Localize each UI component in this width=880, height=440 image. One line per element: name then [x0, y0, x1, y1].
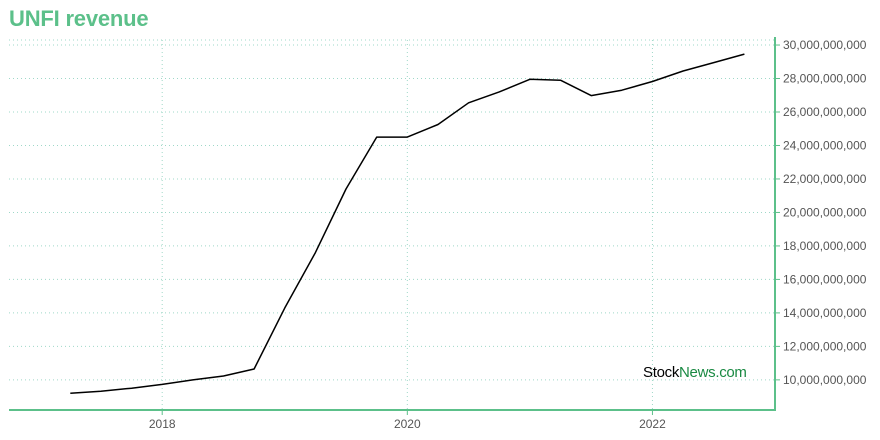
- y-tick-labels: 10,000,000,000 12,000,000,000 14,000,000,0…: [783, 38, 867, 387]
- y-tick-label: 14,000,000,000: [783, 306, 867, 320]
- y-tick-label: 20,000,000,000: [783, 205, 867, 219]
- series-line: [70, 53, 745, 395]
- watermark-stock: Stock: [643, 364, 680, 381]
- y-tick-label: 28,000,000,000: [783, 72, 867, 86]
- y-tick-label: 16,000,000,000: [783, 272, 867, 286]
- y-tick-label: 12,000,000,000: [783, 339, 867, 353]
- horizontal-grid-lines: [9, 39, 775, 381]
- x-tick-labels: 2018 2020 2022: [149, 417, 666, 431]
- axes: [9, 37, 780, 415]
- y-tick-label: 22,000,000,000: [783, 172, 867, 186]
- y-tick-label: 26,000,000,000: [783, 105, 867, 119]
- y-tick-label: 10,000,000,000: [783, 373, 867, 387]
- x-tick-label: 2018: [149, 417, 176, 431]
- watermark: StockNews.com: [643, 364, 747, 381]
- watermark-news: News.com: [679, 364, 747, 381]
- y-tick-label: 18,000,000,000: [783, 239, 867, 253]
- y-tick-label: 30,000,000,000: [783, 38, 867, 52]
- y-tick-label: 24,000,000,000: [783, 138, 867, 152]
- x-tick-label: 2020: [394, 417, 421, 431]
- series-lines: [70, 53, 745, 395]
- chart-title: UNFI revenue: [9, 6, 149, 31]
- vertical-grid-lines: [161, 40, 653, 410]
- x-tick-label: 2022: [639, 417, 666, 431]
